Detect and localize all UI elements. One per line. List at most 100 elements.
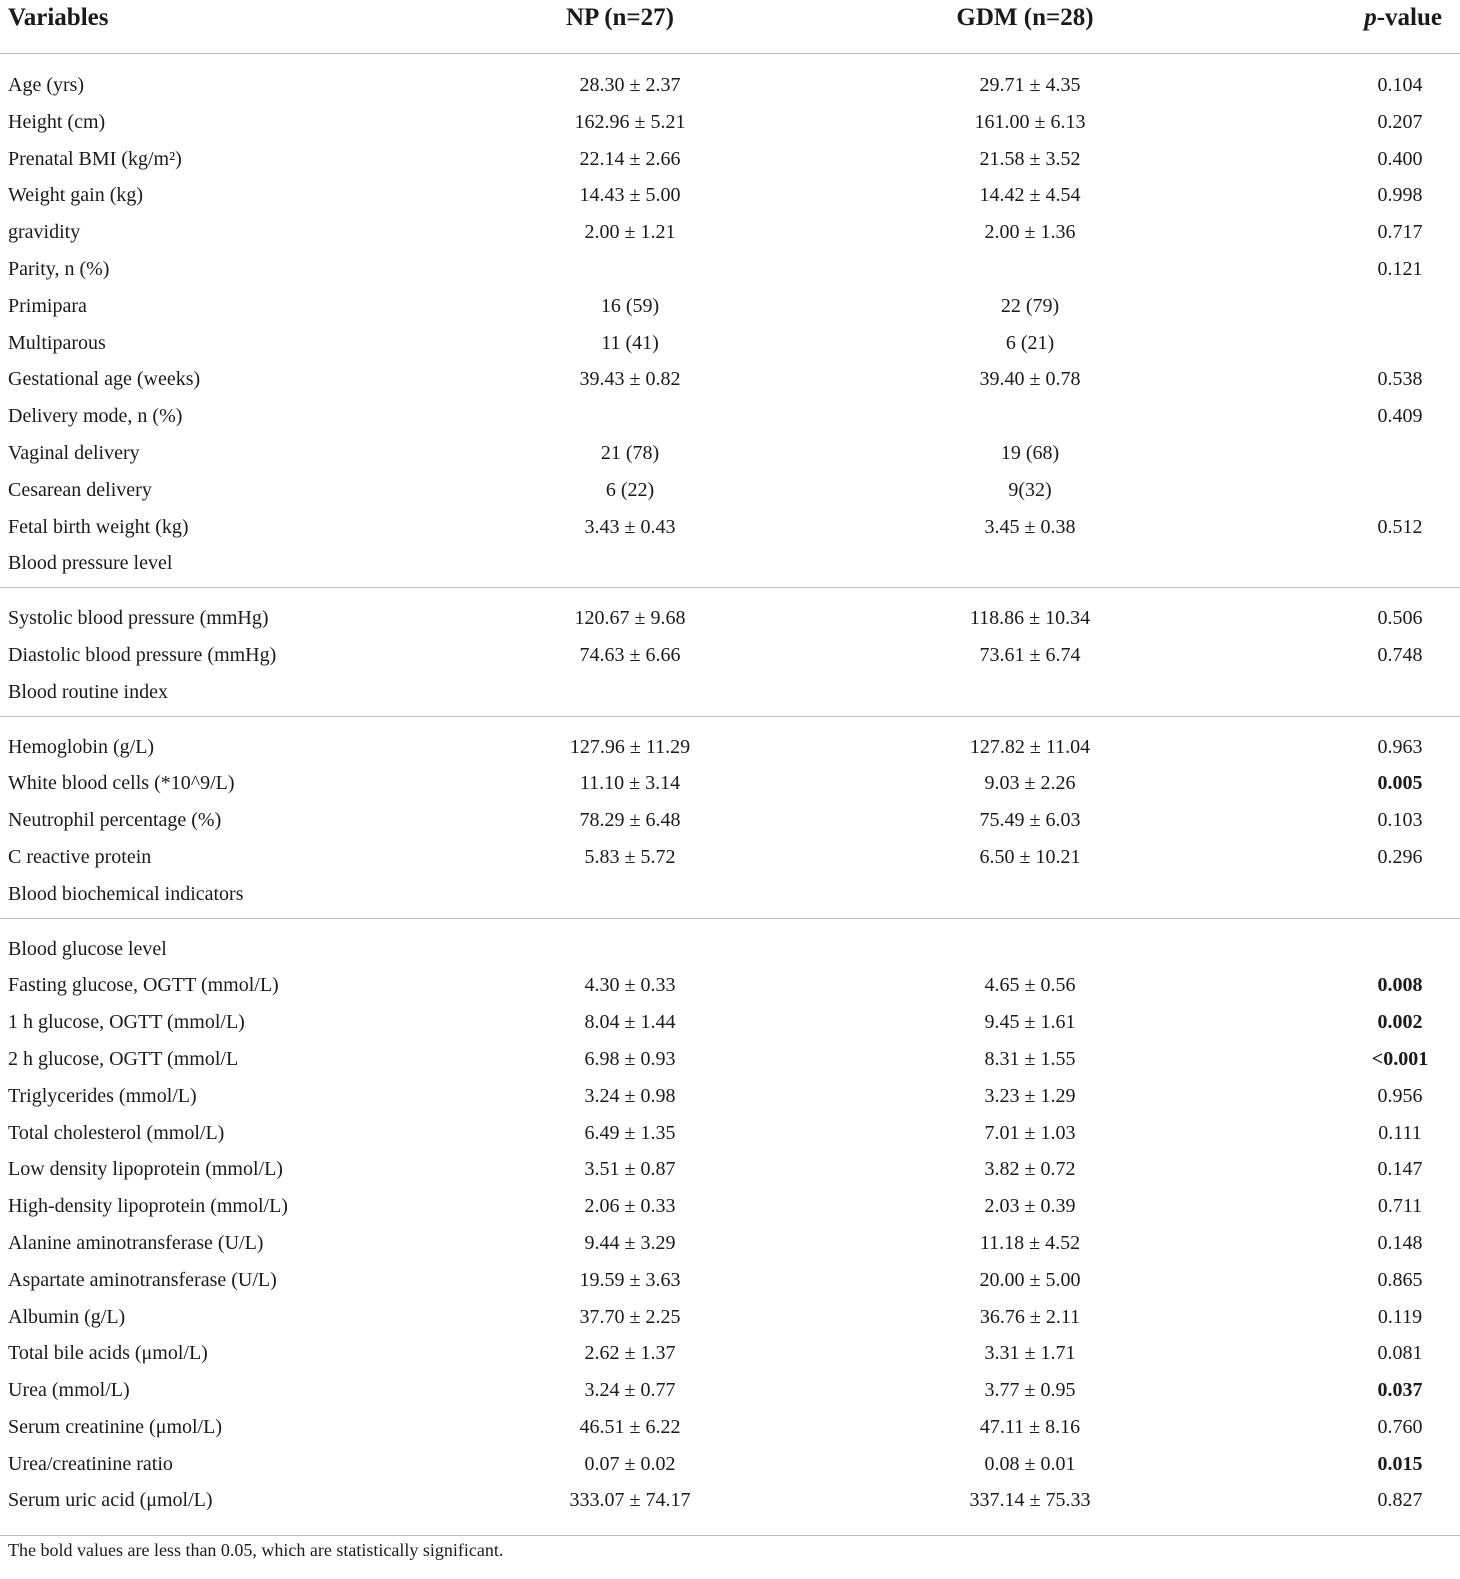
table-cell: 0.538 <box>1377 368 1423 391</box>
table-cell: 0.103 <box>1377 809 1423 832</box>
table-cell: 0.956 <box>1377 1084 1423 1107</box>
table-section: Age (yrs) 28.30 ± 2.37 29.71 ± 4.35 0.104 He… <box>0 54 1460 589</box>
table-cell: 0.760 <box>1377 1415 1423 1438</box>
table-cell: Blood glucose level <box>8 937 167 960</box>
table-row: Albumin (g/L) 37.70 ± 2.25 36.76 ± 2.11 0.1… <box>0 1299 1460 1336</box>
table-cell: Multiparous <box>8 331 106 354</box>
table-cell: 46.51 ± 6.22 <box>579 1415 681 1438</box>
table-cell: 47.11 ± 8.16 <box>979 1415 1081 1438</box>
table-cell: 6.49 ± 1.35 <box>584 1121 676 1144</box>
table-row: Vaginal delivery 21 (78) 19 (68) <box>0 435 1460 472</box>
table-row: Systolic blood pressure (mmHg) 120.67 ± 9… <box>0 600 1460 637</box>
table-cell: 3.23 ± 1.29 <box>984 1084 1076 1107</box>
table-row: Total bile acids (μmol/L) 2.62 ± 1.37 3.31… <box>0 1335 1460 1372</box>
table-cell: 4.30 ± 0.33 <box>584 974 676 997</box>
table-cell: Alanine aminotransferase (U/L) <box>8 1231 264 1254</box>
table-row: Blood routine index <box>0 674 1460 711</box>
table-cell: Albumin (g/L) <box>8 1305 126 1328</box>
table-row: Total cholesterol (mmol/L) 6.49 ± 1.35 7.0… <box>0 1115 1460 1152</box>
table-cell: 3.45 ± 0.38 <box>984 515 1076 538</box>
table-row: White blood cells (*10^9/L) 11.10 ± 3.14 9… <box>0 765 1460 802</box>
table-cell: 3.24 ± 0.77 <box>584 1379 676 1402</box>
table-row: Height (cm) 162.96 ± 5.21 161.00 ± 6.13 0.2… <box>0 104 1460 141</box>
table-cell: Neutrophil percentage (%) <box>8 809 222 832</box>
table-cell: 0.506 <box>1377 607 1423 630</box>
table-section: Systolic blood pressure (mmHg) 120.67 ± 9… <box>0 588 1460 717</box>
table-row: Blood pressure level <box>0 545 1460 582</box>
table-cell: Aspartate aminotransferase (U/L) <box>8 1268 277 1291</box>
table-row: Fetal birth weight (kg) 3.43 ± 0.43 3.45 ±… <box>0 509 1460 546</box>
table-cell: 0.111 <box>1378 1121 1422 1144</box>
table-cell: Triglycerides (mmol/L) <box>8 1084 197 1107</box>
table-cell: 22 (79) <box>1000 294 1060 317</box>
table-row: Urea/creatinine ratio 0.07 ± 0.02 0.08 ± 0… <box>0 1446 1460 1483</box>
table-cell: 11.10 ± 3.14 <box>579 772 681 795</box>
table-cell: Primipara <box>8 294 87 317</box>
table-cell: 0.148 <box>1377 1231 1423 1254</box>
table-cell: Diastolic blood pressure (mmHg) <box>8 643 277 666</box>
table-cell: 20.00 ± 5.00 <box>979 1268 1081 1291</box>
table-cell: 6.50 ± 10.21 <box>979 845 1081 868</box>
table-row: Serum uric acid (μmol/L) 333.07 ± 74.17 33… <box>0 1482 1460 1519</box>
table-cell: 0.827 <box>1377 1489 1423 1512</box>
table-cell: 0.748 <box>1377 643 1423 666</box>
table-cell: 0.512 <box>1377 515 1423 538</box>
table-row: Serum creatinine (μmol/L) 46.51 ± 6.22 47.… <box>0 1409 1460 1446</box>
table-cell: Prenatal BMI (kg/m²) <box>8 147 182 170</box>
table-cell: 0.963 <box>1377 735 1423 758</box>
table-cell: 3.43 ± 0.43 <box>584 515 676 538</box>
table-cell: 3.31 ± 1.71 <box>984 1342 1076 1365</box>
table-cell: 11 (41) <box>601 331 659 354</box>
table-cell: 9.44 ± 3.29 <box>584 1231 676 1254</box>
table-cell: Parity, n (%) <box>8 257 110 280</box>
table-cell: Delivery mode, n (%) <box>8 405 183 428</box>
table-cell: 36.76 ± 2.11 <box>979 1305 1081 1328</box>
table-cell: Age (yrs) <box>8 74 85 96</box>
table-cell: 0.081 <box>1377 1342 1423 1365</box>
table-cell: 19 (68) <box>1000 441 1060 464</box>
table-cell: 11.18 ± 4.52 <box>979 1231 1081 1254</box>
table-cell: 118.86 ± 10.34 <box>969 607 1091 630</box>
table-cell: C reactive protein <box>8 845 152 868</box>
table-cell: 39.40 ± 0.78 <box>979 368 1081 391</box>
table-row: Gestational age (weeks) 39.43 ± 0.82 39.40… <box>0 361 1460 398</box>
table-cell: Serum creatinine (μmol/L) <box>8 1415 222 1438</box>
table-cell: Blood routine index <box>8 680 168 703</box>
table-section: Blood glucose level Fasting glucose, OGTT… <box>0 919 1460 1537</box>
table-cell: 78.29 ± 6.48 <box>579 809 681 832</box>
table-cell: 3.77 ± 0.95 <box>984 1379 1076 1402</box>
table-cell: 0.104 <box>1377 74 1423 96</box>
table-row: Delivery mode, n (%) 0.409 <box>0 398 1460 435</box>
table-cell: Total cholesterol (mmol/L) <box>8 1121 225 1144</box>
table-cell: Weight gain (kg) <box>8 184 144 207</box>
table-row: Low density lipoprotein (mmol/L) 3.51 ± 0… <box>0 1151 1460 1188</box>
table-cell: 0.207 <box>1377 110 1423 133</box>
table-row: Alanine aminotransferase (U/L) 9.44 ± 3.2… <box>0 1225 1460 1262</box>
table-cell: 0.121 <box>1377 257 1423 280</box>
table-cell: Urea (mmol/L) <box>8 1379 130 1402</box>
table-row: Prenatal BMI (kg/m²) 22.14 ± 2.66 21.58 ± … <box>0 141 1460 178</box>
table-cell: Fetal birth weight (kg) <box>8 515 189 538</box>
table-cell: 2 h glucose, OGTT (mmol/L <box>8 1047 239 1070</box>
table-cell: 22.14 ± 2.66 <box>579 147 681 170</box>
table-cell: 0.005 <box>1377 772 1423 795</box>
table-cell: 1 h glucose, OGTT (mmol/L) <box>8 1011 245 1034</box>
table-cell: 161.00 ± 6.13 <box>974 110 1086 133</box>
table-cell: 8.04 ± 1.44 <box>584 1011 676 1034</box>
table-cell: 2.00 ± 1.36 <box>984 221 1076 244</box>
table-cell: Systolic blood pressure (mmHg) <box>8 607 269 630</box>
table-row: Multiparous 11 (41) 6 (21) <box>0 325 1460 362</box>
table-cell: 16 (59) <box>600 294 660 317</box>
table-cell: 333.07 ± 74.17 <box>569 1489 691 1512</box>
table-cell: Blood pressure level <box>8 552 173 575</box>
table-cell: 0.015 <box>1377 1452 1423 1475</box>
table-cell: 2.62 ± 1.37 <box>584 1342 676 1365</box>
table-cell: 73.61 ± 6.74 <box>979 643 1081 666</box>
table-row: Primipara 16 (59) 22 (79) <box>0 288 1460 325</box>
table-cell: 3.82 ± 0.72 <box>984 1158 1076 1181</box>
table-cell: 3.51 ± 0.87 <box>584 1158 676 1181</box>
header-cell: p-value <box>1364 4 1442 31</box>
table-row: Weight gain (kg) 14.43 ± 5.00 14.42 ± 4.54… <box>0 177 1460 214</box>
table-cell: 162.96 ± 5.21 <box>574 110 686 133</box>
table-cell: Cesarean delivery <box>8 478 152 501</box>
